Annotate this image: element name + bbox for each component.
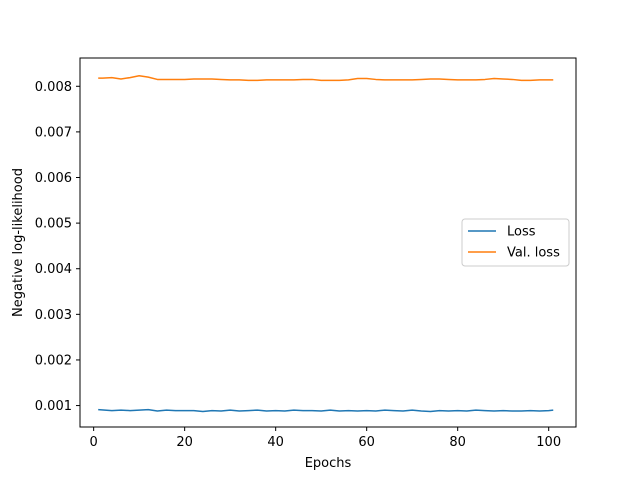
legend-label-1: Val. loss bbox=[507, 246, 560, 261]
x-tick-label: 80 bbox=[449, 435, 466, 450]
x-tick-label: 20 bbox=[176, 435, 193, 450]
y-tick-label: 0.003 bbox=[35, 308, 72, 323]
x-axis-label: Epochs bbox=[305, 456, 352, 471]
x-tick-label: 100 bbox=[536, 435, 561, 450]
x-tick-label: 40 bbox=[267, 435, 284, 450]
y-axis-label: Negative log-likelihood bbox=[11, 168, 26, 317]
axes-frame bbox=[79, 57, 577, 428]
x-tick-label: 60 bbox=[358, 435, 375, 450]
series-line-1 bbox=[98, 75, 554, 82]
y-tick-label: 0.006 bbox=[35, 171, 72, 186]
y-tick-label: 0.001 bbox=[35, 399, 72, 414]
lines-layer bbox=[98, 75, 554, 413]
legend-label-0: Loss bbox=[507, 225, 536, 240]
y-axis: 0.001 0.002 0.003 0.004 0.005 0.006 0.007 0.008 bbox=[35, 80, 80, 414]
y-tick-label: 0.005 bbox=[35, 217, 72, 232]
x-axis: 0 20 40 60 80 100 bbox=[90, 427, 561, 450]
y-tick-label: 0.008 bbox=[35, 80, 72, 95]
y-tick-label: 0.002 bbox=[35, 353, 72, 368]
series-line-0 bbox=[98, 408, 554, 413]
legend: Loss Val. loss bbox=[461, 218, 570, 267]
x-tick-label: 0 bbox=[90, 435, 98, 450]
y-tick-label: 0.007 bbox=[35, 125, 72, 140]
y-tick-label: 0.004 bbox=[35, 262, 72, 277]
plot-area bbox=[79, 57, 577, 428]
